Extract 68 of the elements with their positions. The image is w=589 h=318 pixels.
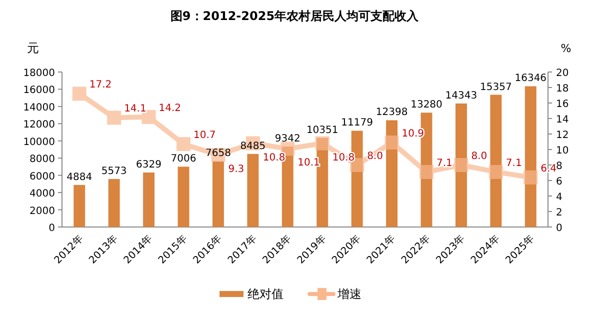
y2-tick-label: 16 (556, 99, 569, 110)
data-label: 14.2 (158, 102, 182, 114)
data-label: 9342 (274, 134, 300, 145)
data-label: 14.1 (124, 104, 146, 115)
data-label: 11179 (341, 118, 373, 129)
y-tick-label: 0 (48, 223, 55, 234)
y-tick-label: 2000 (30, 206, 55, 217)
y-tick-label: 14000 (23, 102, 55, 114)
bar (178, 166, 190, 227)
data-label: 10.7 (194, 130, 216, 142)
y2-tick-label: 6 (556, 176, 562, 188)
data-label: 10.8 (332, 152, 355, 164)
data-label: 12398 (376, 107, 408, 118)
legend-label: 增速 (336, 287, 362, 301)
data-label: 6.4 (540, 163, 557, 174)
y2-tick-label: 10 (556, 146, 569, 156)
data-label: 7006 (170, 154, 196, 165)
point (420, 164, 434, 179)
data-label: 16346 (514, 73, 547, 84)
point (107, 110, 122, 125)
point (488, 164, 503, 179)
data-label: 7658 (205, 148, 231, 160)
legend-label: 绝对值 (248, 287, 284, 301)
y2-tick-label: 20 (556, 68, 569, 79)
bar (108, 179, 120, 227)
data-label: 13280 (410, 100, 442, 111)
data-label: 8485 (240, 140, 266, 152)
bar (490, 94, 502, 227)
y-tick-label: 8000 (30, 154, 55, 166)
y2-tick-label: 14 (556, 114, 569, 126)
y-axis-title: 元 (27, 41, 39, 55)
y-tick-label: 16000 (23, 85, 55, 96)
data-label: 7.1 (506, 158, 522, 169)
y2-tick-label: 18 (556, 84, 569, 94)
y-tick-label: 12000 (23, 120, 55, 131)
bar (74, 184, 86, 227)
bar (212, 161, 224, 227)
y-tick-label: 6000 (30, 171, 55, 182)
data-label: 8.0 (471, 151, 488, 162)
point (454, 158, 468, 172)
point (384, 136, 399, 150)
data-label: 9.3 (228, 164, 244, 175)
y-tick-label: 4000 (30, 188, 55, 200)
point (142, 110, 156, 124)
data-label: 17.2 (89, 80, 112, 91)
chart-title: 图9：2012-2025年农村居民人均可支配收入 (170, 9, 420, 23)
point (315, 136, 330, 150)
bar (247, 154, 259, 227)
data-label: 8.0 (367, 151, 383, 162)
y2-tick-label: 2 (556, 208, 562, 218)
data-label: 15357 (480, 82, 512, 93)
y-tick-label: 10000 (23, 136, 55, 148)
data-label: 10351 (306, 124, 338, 136)
data-label: 7.1 (436, 158, 452, 169)
y-tick-label: 18000 (23, 68, 55, 79)
y2-tick-label: 0 (556, 223, 562, 234)
point (176, 137, 190, 152)
bar (143, 172, 155, 227)
y2-tick-label: 8 (556, 161, 562, 172)
data-label: 5573 (101, 166, 127, 178)
y2-tick-label: 12 (556, 130, 569, 141)
y2-tick-label: 4 (556, 192, 562, 203)
point (72, 86, 86, 101)
data-label: 4884 (66, 172, 92, 183)
data-label: 6329 (136, 160, 162, 170)
data-label: 14343 (445, 90, 478, 102)
y2-axis-title: % (560, 42, 572, 55)
point (524, 170, 538, 184)
